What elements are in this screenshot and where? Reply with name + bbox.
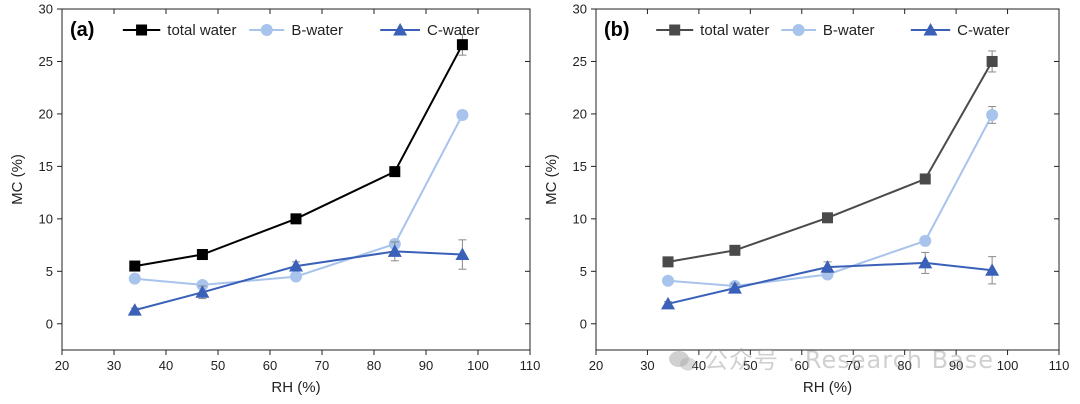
legend-label: C-water [427,22,480,39]
x-tick-label: 80 [897,358,911,373]
x-tick-label: 100 [467,358,489,373]
y-tick-label: 30 [573,2,587,17]
data-point [985,263,1000,276]
data-point [196,278,209,291]
x-tick-label: 30 [640,358,654,373]
data-point [129,260,141,272]
data-point [919,234,932,247]
data-point [918,255,933,269]
data-point [661,296,676,310]
x-tick-label: 20 [589,358,603,373]
y-tick-label: 25 [573,54,587,69]
legend-marker [792,24,805,36]
plot-frame [595,8,1060,351]
x-tick-label: 60 [263,358,277,373]
x-tick-label: 80 [367,358,381,373]
x-tick-label: 50 [743,358,757,373]
data-point [820,260,835,273]
y-tick-label: 5 [46,264,53,279]
data-point [919,173,931,185]
y-axis-title: MC (%) [543,154,560,205]
y-axis-title: MC (%) [9,154,26,205]
x-tick-label: 20 [55,358,69,373]
data-point [729,244,741,256]
y-tick-label: 0 [46,316,53,331]
legend-label: total water [167,22,236,39]
data-point [387,244,402,257]
data-point [290,213,302,225]
x-tick-label: 110 [1049,358,1070,373]
data-point [196,249,208,261]
panel-label: (b) [604,19,630,41]
y-tick-label: 5 [580,264,587,279]
series-line [134,44,464,268]
data-point [389,166,401,178]
data-point [455,247,470,261]
legend-marker [669,24,681,36]
legend-label: total water [700,22,769,39]
legend-marker [260,24,273,36]
x-axis-title: RH (%) [271,379,320,396]
y-tick-label: 20 [573,106,587,121]
series-line [667,61,993,263]
data-point [456,39,468,51]
series-total-water [662,50,998,268]
legend-label: C-water [957,22,1010,39]
x-tick-label: 70 [315,358,329,373]
x-tick-label: 60 [795,358,809,373]
legend-marker [136,24,148,36]
data-point [822,212,833,224]
x-tick-label: 70 [846,358,860,373]
chart-panel-a: 20 30 40 50 60 70 80 90 100 110 0 5 10 15 20 25 30 RH (%)… [9,2,540,397]
legend-marker [393,23,408,36]
x-tick-label: 90 [949,358,963,373]
y-tick-label: 25 [39,54,53,69]
x-tick-label: 30 [107,358,121,373]
data-point [195,285,210,298]
data-point [727,281,742,294]
data-point [289,259,303,272]
data-point [456,108,469,121]
series-line [667,114,993,288]
legend-marker [923,23,938,36]
data-point [290,270,302,283]
y-tick-label: 15 [573,159,587,174]
data-point [986,55,998,67]
x-tick-label: 50 [211,358,225,373]
y-tick-label: 0 [580,316,587,331]
y-tick-label: 15 [39,159,53,174]
series-total-water [129,33,468,272]
watermark-text: 公众号 · Research Base [704,346,995,374]
x-tick-label: 100 [997,358,1019,373]
x-axis-title: RH (%) [803,379,852,396]
data-point [986,108,999,121]
data-point [128,272,141,285]
series-c-water [127,239,470,316]
x-tick-label: 40 [159,358,173,373]
series-b-water [662,106,999,292]
data-point [127,303,142,316]
y-tick-label: 20 [39,106,53,121]
series-c-water [661,251,1000,310]
watermark: 公众号 · Research Base [668,340,994,375]
panel-label: (a) [70,19,94,41]
y-tick-label: 10 [39,211,53,226]
legend-label: B-water [291,22,343,39]
y-tick-label: 10 [573,211,587,226]
x-tick-label: 110 [520,358,541,373]
series-b-water [128,108,469,291]
x-tick-label: 40 [692,358,706,373]
y-tick-label: 30 [39,2,53,17]
data-point [662,256,674,268]
series-line [134,114,464,286]
x-tick-label: 90 [419,358,433,373]
wechat-icon [669,351,696,371]
data-point [662,274,675,287]
plot-frame [61,8,531,351]
legend-label: B-water [823,22,875,39]
chart-panel-b: 20 30 40 50 60 70 80 90 100 110 0 5 10 15 20 25 30 RH (%)… [543,2,1069,397]
